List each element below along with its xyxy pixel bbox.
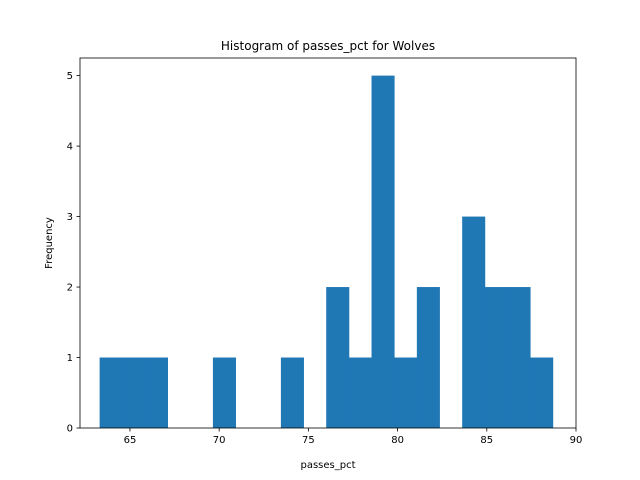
- histogram-bar: [212, 357, 236, 428]
- x-tick-label: 70: [213, 435, 226, 446]
- bars-group: [99, 75, 554, 428]
- histogram-bar: [484, 287, 508, 428]
- histogram-bar: [507, 287, 531, 428]
- y-tick-label: 5: [67, 71, 73, 82]
- x-tick-label: 85: [480, 435, 493, 446]
- histogram-bar: [530, 357, 554, 428]
- chart-title: Histogram of passes_pct for Wolves: [221, 39, 435, 53]
- histogram-bar: [122, 357, 146, 428]
- histogram-bar: [394, 357, 418, 428]
- histogram-bar: [99, 357, 123, 428]
- y-tick-label: 1: [67, 353, 73, 364]
- histogram-bar: [348, 357, 372, 428]
- x-tick-label: 75: [302, 435, 315, 446]
- y-tick-label: 0: [67, 424, 73, 435]
- x-tick-label: 65: [124, 435, 137, 446]
- histogram-bar: [462, 216, 486, 428]
- histogram-bar: [416, 287, 440, 428]
- histogram-bar: [280, 357, 304, 428]
- y-ticks-group: 0 1 2 3 4 5: [67, 71, 80, 435]
- y-tick-label: 4: [67, 142, 73, 153]
- y-tick-label: 2: [67, 283, 73, 294]
- y-axis-label: Frequency: [44, 217, 55, 269]
- x-axis-label: passes_pct: [300, 460, 355, 471]
- x-tick-label: 90: [570, 435, 583, 446]
- plot-frame: [79, 57, 577, 429]
- histogram-bar: [371, 75, 395, 428]
- y-tick-label: 3: [67, 212, 73, 223]
- histogram-bar: [326, 287, 350, 428]
- x-tick-label: 80: [391, 435, 404, 446]
- x-ticks-group: 65 70 75 80 85 90: [124, 428, 583, 446]
- histogram-bar: [144, 357, 169, 428]
